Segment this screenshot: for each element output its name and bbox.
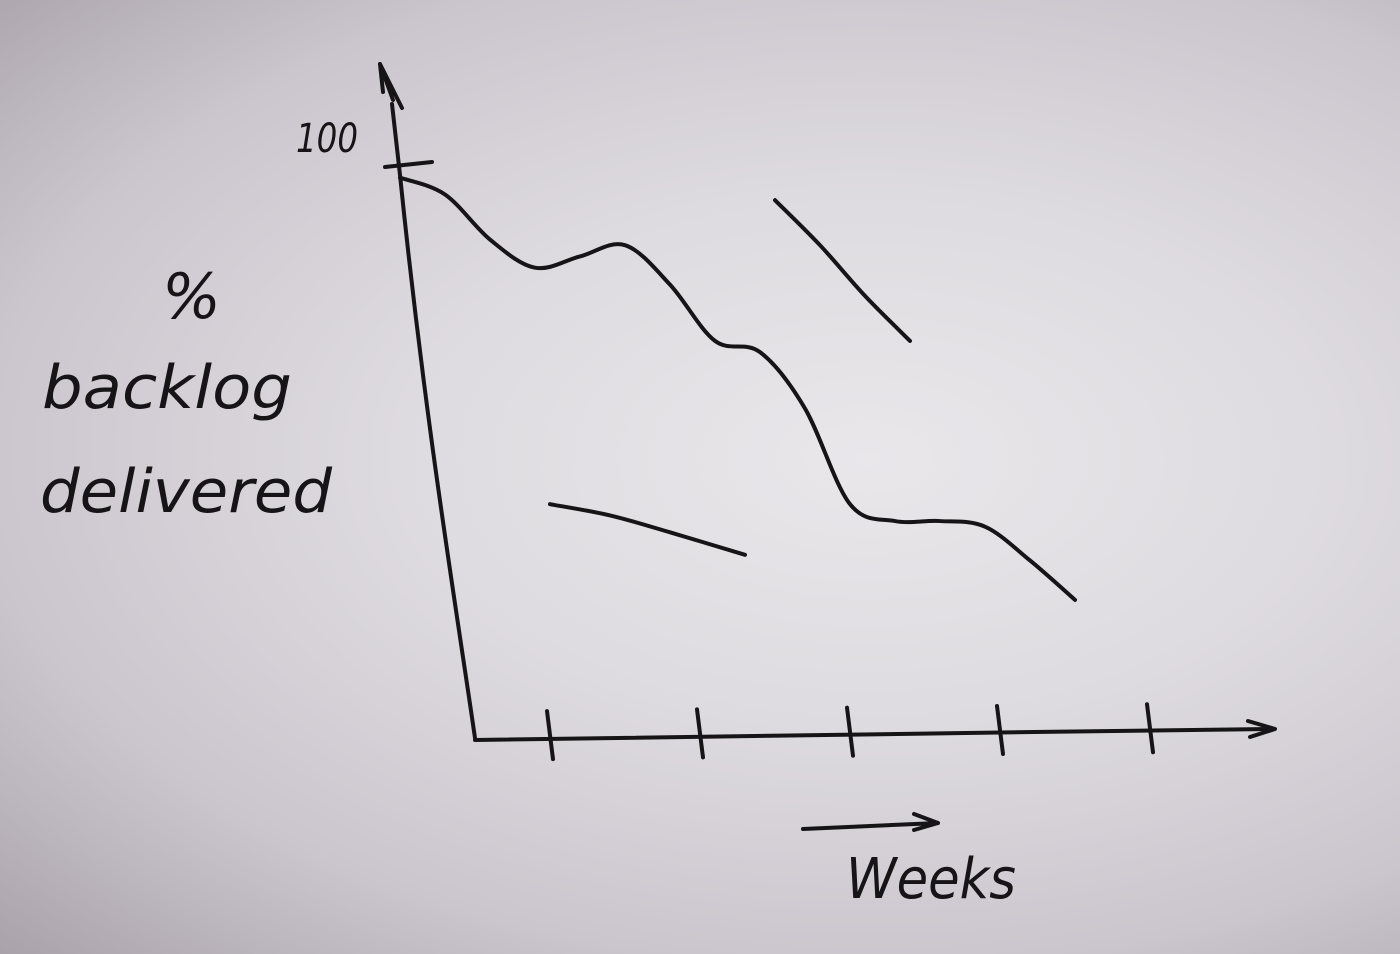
ylabel-line-3: delivered [40, 457, 333, 527]
ylabel-line-1: % [162, 260, 221, 333]
y-axis-arrowhead [378, 62, 404, 110]
y-axis [390, 102, 477, 740]
x-tick [845, 705, 855, 758]
series-line-2 [548, 502, 747, 557]
x-tick [1145, 702, 1155, 755]
x-tick [545, 709, 555, 762]
x-tick [995, 703, 1005, 756]
y-tick-label-100: 100 [296, 116, 358, 162]
xlabel: Weeks [846, 847, 1016, 912]
x-tick [695, 707, 705, 760]
y-tick-100 [383, 160, 434, 169]
x-axis-arrowhead [1246, 719, 1277, 739]
ylabel-line-2: backlog [42, 353, 292, 423]
series-line-3 [773, 198, 912, 343]
series-line-1 [398, 175, 1077, 602]
xlabel-arrow [801, 812, 940, 832]
